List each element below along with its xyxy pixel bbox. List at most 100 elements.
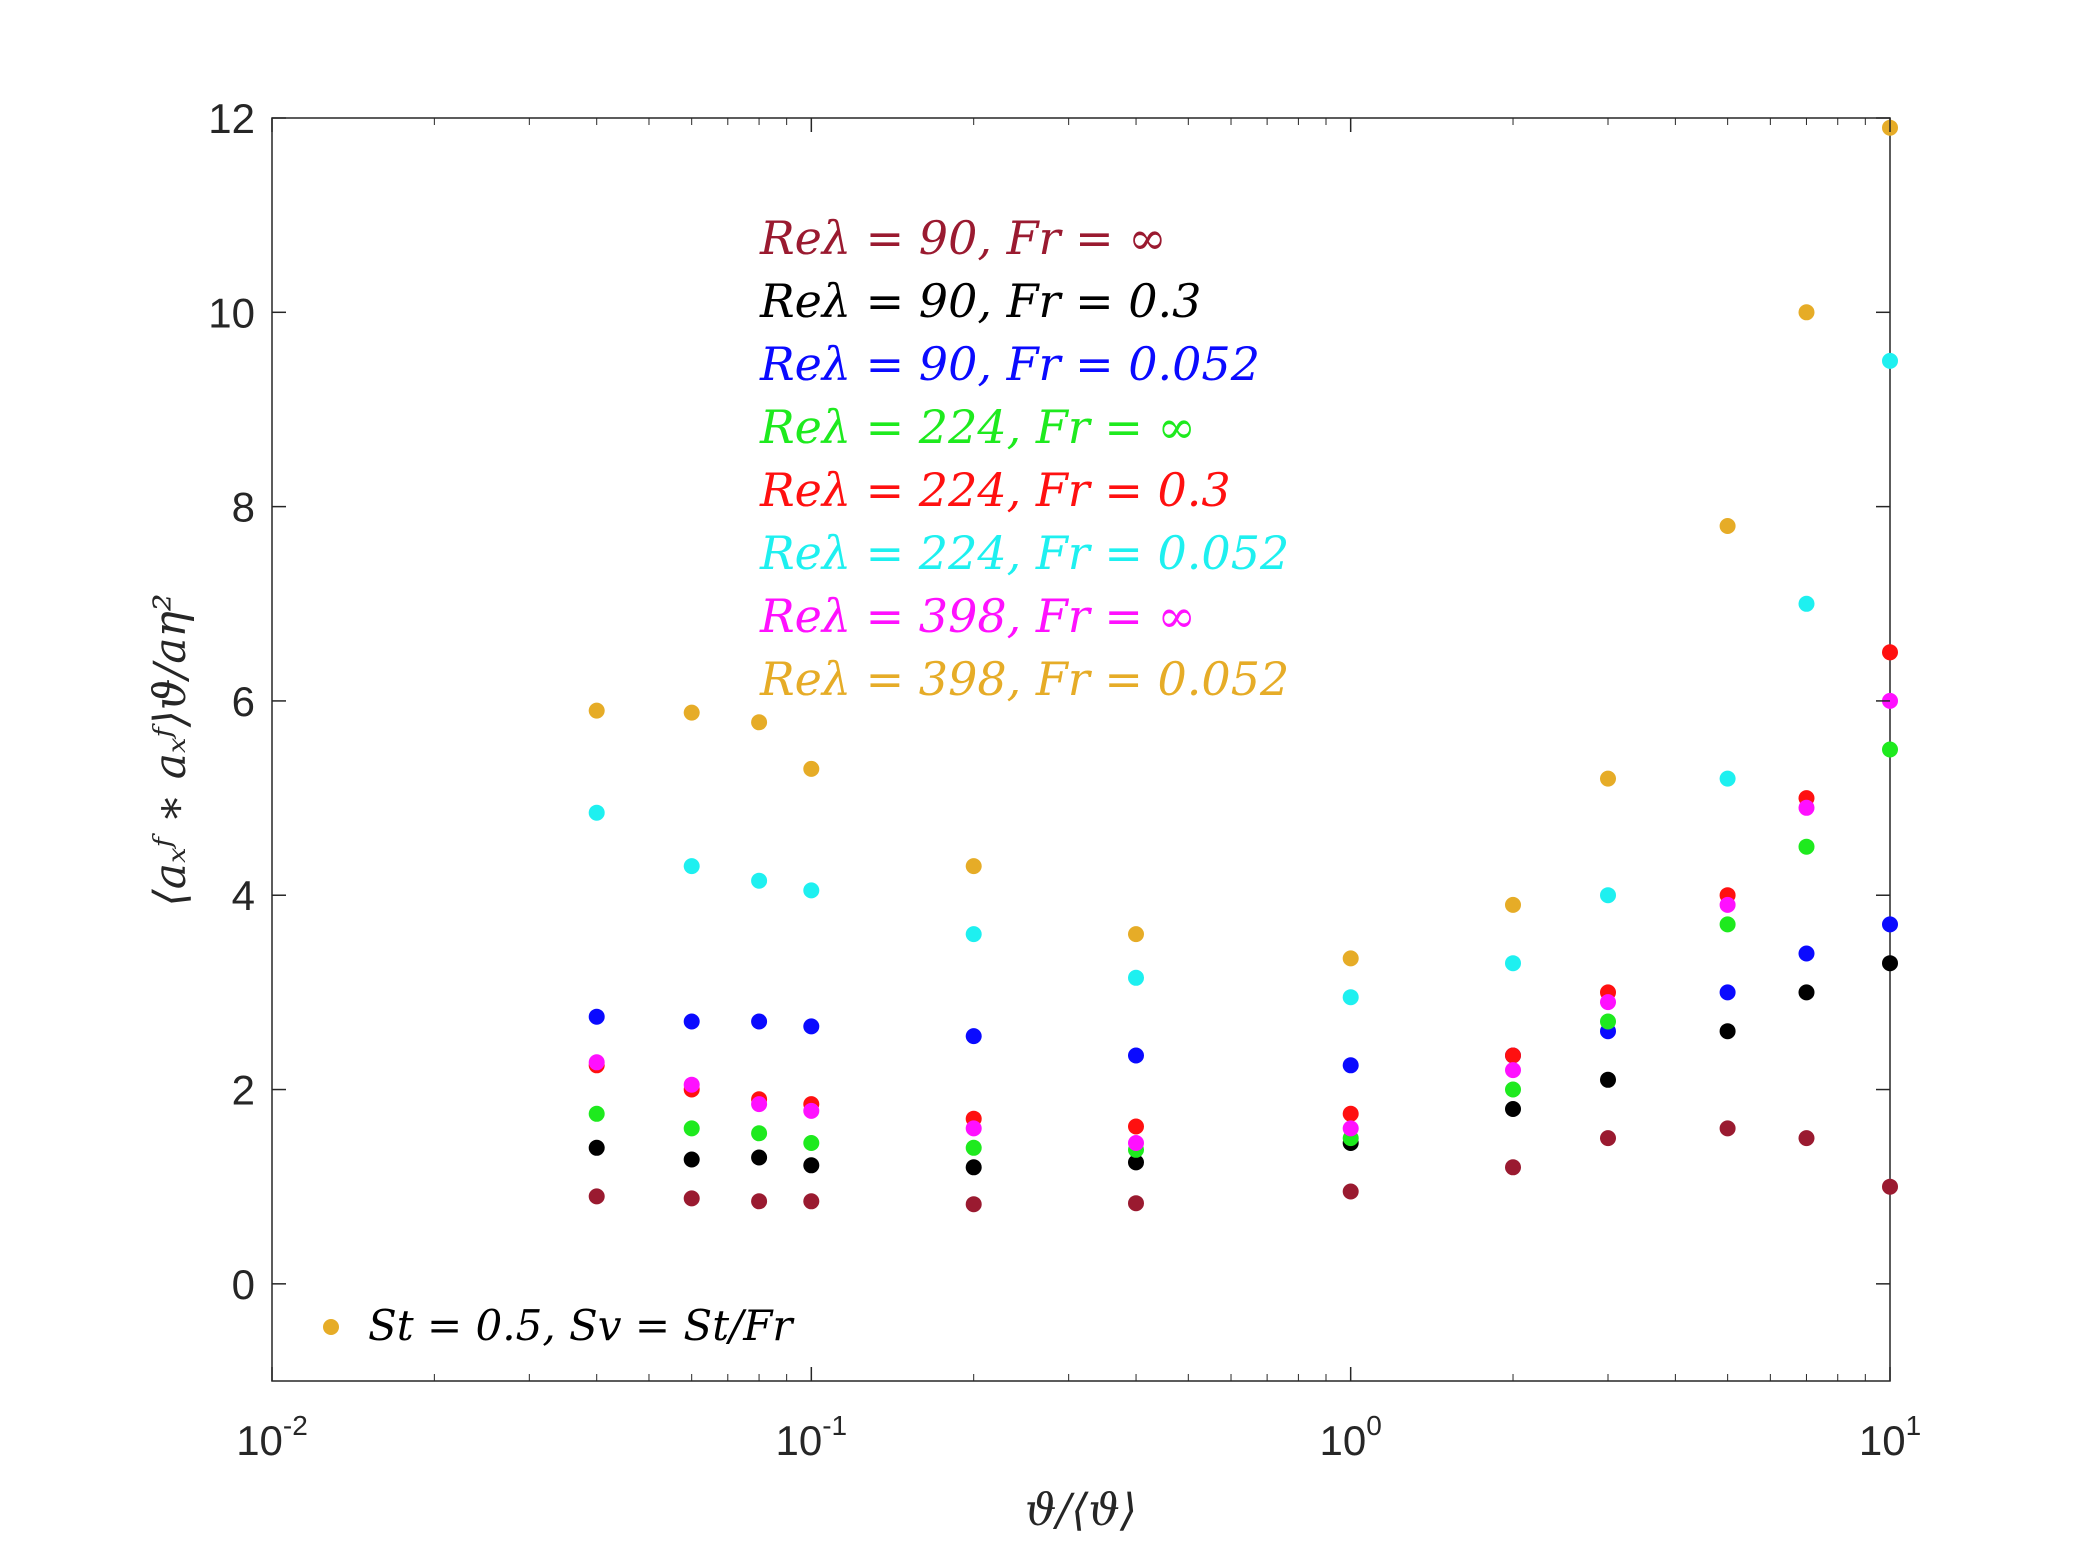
series-5-point-3	[803, 882, 820, 899]
series-7-point-9	[1719, 518, 1736, 534]
series-3-point-7	[1505, 1081, 1521, 1098]
series-3-point-1	[683, 1120, 700, 1137]
series-5-point-11	[1882, 352, 1898, 369]
y-tick-label-6: 12	[208, 95, 255, 142]
series-2-point-1	[683, 1013, 700, 1030]
y-tick-label-5: 10	[208, 289, 255, 336]
series-5-point-5	[1128, 969, 1144, 986]
series-6-point-5	[1128, 1135, 1144, 1151]
series-2-point-6	[1342, 1057, 1359, 1074]
x-tick-label-2: 100	[1320, 1410, 1382, 1464]
y-axis-label: ⟨aₓᶠ ∗ aₓᶠ⟩ϑ/aη²	[145, 594, 196, 907]
series-5-point-9	[1719, 770, 1736, 787]
series-6-point-10	[1798, 799, 1815, 816]
series-6-point-1	[683, 1076, 700, 1093]
series-7-point-2	[751, 714, 768, 731]
series-7-point-10	[1798, 304, 1815, 321]
series-4-point-7	[1505, 1047, 1521, 1064]
series-0-point-3	[803, 1193, 820, 1210]
legend-entry-5: Reλ = 224, Fr = 0.052	[759, 526, 1289, 580]
series-6-point-2	[751, 1096, 768, 1113]
series-2-point-9	[1719, 984, 1736, 1001]
series-1-point-1	[683, 1151, 700, 1168]
series-2-point-10	[1798, 945, 1815, 962]
series-5-point-0	[588, 804, 605, 821]
x-tick-label-1: 10-1	[776, 1410, 848, 1464]
series-3-point-9	[1719, 916, 1736, 933]
y-tick-label-4: 8	[232, 484, 255, 531]
x-tick-label-3: 101	[1859, 1410, 1921, 1464]
series-4-point-6	[1342, 1105, 1359, 1122]
series-3-point-3	[803, 1135, 820, 1151]
series-1-point-7	[1505, 1101, 1521, 1117]
series-0-point-4	[965, 1196, 982, 1213]
series-5-point-1	[683, 858, 700, 875]
series-3-point-11	[1882, 741, 1898, 758]
series-6-point-4	[965, 1120, 982, 1137]
y-tick-label-0: 0	[232, 1261, 255, 1308]
series-4-point-11	[1882, 644, 1898, 661]
series-0-point-1	[683, 1190, 700, 1207]
x-axis-label: ϑ/⟨ϑ⟩	[1025, 1485, 1137, 1536]
series-5-point-7	[1505, 955, 1521, 972]
series-5-point-10	[1798, 595, 1815, 612]
series-1-point-4	[965, 1159, 982, 1176]
x-tick-label-0: 10-2	[236, 1410, 308, 1464]
series-4-point-5	[1128, 1118, 1144, 1135]
legend-entry-6: Reλ = 398, Fr = ∞	[759, 589, 1196, 643]
series-7-point-4	[965, 858, 982, 875]
series-0-point-9	[1719, 1120, 1736, 1137]
series-3-point-10	[1798, 838, 1815, 855]
legend: Reλ = 90, Fr = ∞ Reλ = 90, Fr = 0.3 Reλ = …	[759, 211, 1289, 706]
series-2-point-11	[1882, 916, 1898, 933]
series-0-point-11	[1882, 1178, 1898, 1195]
series-1-point-2	[751, 1149, 768, 1166]
series-0-point-10	[1798, 1130, 1815, 1147]
legend-entry-4: Reλ = 224, Fr = 0.3	[759, 463, 1231, 517]
marker-note-text: St = 0.5, Sv = St/Fr	[368, 1301, 795, 1350]
y-tick-label-1: 2	[232, 1067, 255, 1114]
series-6-point-8	[1600, 994, 1616, 1011]
series-3-point-0	[588, 1105, 605, 1122]
series-6-point-6	[1342, 1120, 1359, 1137]
legend-entry-1: Reλ = 90, Fr = 0.3	[759, 274, 1201, 328]
series-7-point-5	[1128, 926, 1144, 943]
plot-area	[271, 117, 1891, 1382]
series-1-point-0	[588, 1139, 605, 1156]
series-2-point-4	[965, 1028, 982, 1045]
series-6-point-7	[1505, 1062, 1521, 1079]
series-3-point-2	[751, 1125, 768, 1142]
series-0-point-6	[1342, 1183, 1359, 1200]
legend-entry-0: Reλ = 90, Fr = ∞	[759, 211, 1167, 265]
series-2-point-5	[1128, 1047, 1144, 1064]
legend-entry-2: Reλ = 90, Fr = 0.052	[759, 337, 1260, 391]
series-7-point-7	[1505, 896, 1521, 913]
data-points	[588, 119, 1898, 1213]
series-3-point-4	[965, 1139, 982, 1156]
legend-entry-7: Reλ = 398, Fr = 0.052	[759, 652, 1289, 706]
series-5-point-6	[1342, 989, 1359, 1006]
series-1-point-10	[1798, 984, 1815, 1001]
series-1-point-9	[1719, 1023, 1736, 1040]
series-1-point-11	[1882, 955, 1898, 972]
series-3-point-8	[1600, 1013, 1616, 1030]
y-tick-label-2: 4	[232, 872, 255, 919]
y-tick-labels: 0 2 4 6 8 10 12	[208, 95, 255, 1308]
series-6-point-3	[803, 1102, 820, 1119]
series-2-point-3	[803, 1018, 820, 1035]
series-5-point-4	[965, 926, 982, 943]
series-7-point-0	[588, 702, 605, 719]
series-1-point-5	[1128, 1154, 1144, 1171]
series-0-point-8	[1600, 1130, 1616, 1147]
x-tick-labels: 10-2 10-1 100 101	[236, 1410, 1921, 1464]
series-1-point-3	[803, 1157, 820, 1174]
series-7-point-1	[683, 704, 700, 721]
legend-entry-3: Reλ = 224, Fr = ∞	[759, 400, 1196, 454]
marker-note-dot	[323, 1319, 339, 1335]
series-2-point-2	[751, 1013, 768, 1030]
series-7-point-8	[1600, 770, 1616, 787]
series-6-point-9	[1719, 896, 1736, 913]
axis-ticks	[271, 117, 1891, 1381]
series-0-point-2	[751, 1193, 768, 1210]
